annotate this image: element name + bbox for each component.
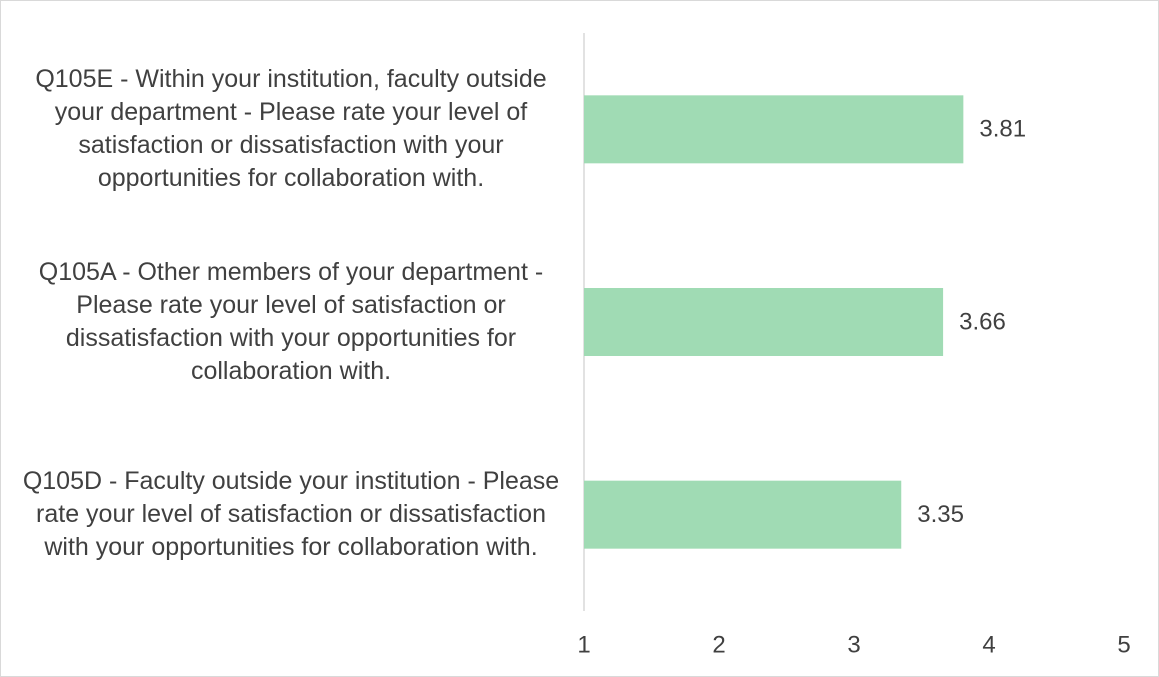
category-label: Q105E - Within your institution, faculty… — [35, 65, 547, 193]
value-label: 3.66 — [959, 308, 1006, 335]
bar — [584, 95, 964, 164]
bar — [584, 480, 902, 549]
value-label: 3.81 — [979, 116, 1026, 143]
x-tick-label: 4 — [982, 631, 995, 658]
x-tick-label: 1 — [577, 631, 590, 658]
value-label: 3.35 — [917, 501, 964, 528]
category-label: Q105A - Other members of your department… — [38, 257, 544, 385]
x-tick-label: 3 — [847, 631, 860, 658]
bar — [584, 288, 944, 356]
x-tick-label: 5 — [1117, 631, 1130, 658]
category-label: Q105D - Faculty outside your institution… — [22, 467, 560, 562]
x-tick-label: 2 — [712, 631, 725, 658]
